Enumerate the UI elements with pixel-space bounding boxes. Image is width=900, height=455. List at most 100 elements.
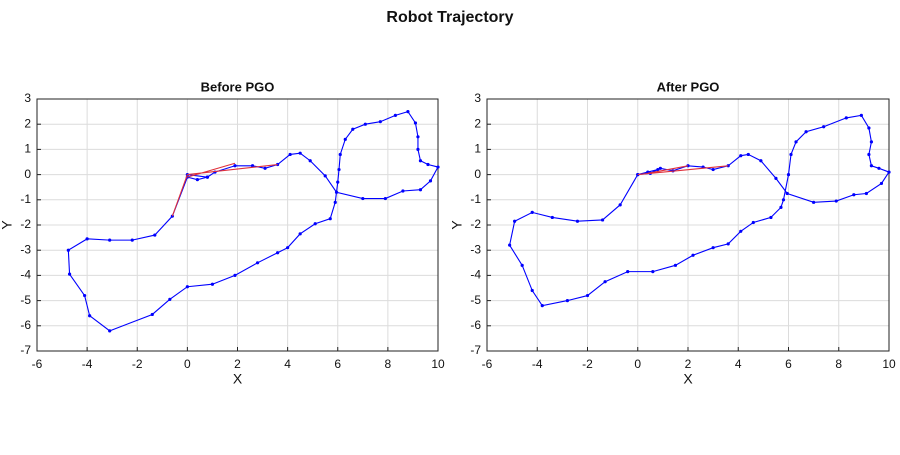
trajectory-marker (626, 270, 630, 274)
trajectory-marker (185, 285, 189, 289)
trajectory-marker (877, 166, 881, 170)
x-tick-label: 6 (334, 357, 341, 371)
trajectory-marker (108, 329, 112, 333)
trajectory-marker (781, 198, 786, 202)
trajectory-marker (337, 167, 341, 172)
trajectory-marker (785, 191, 789, 196)
y-tick-label: -4 (20, 268, 31, 282)
trajectory-marker (859, 113, 863, 117)
x-tick-label: 2 (234, 357, 241, 371)
y-tick-label: -3 (20, 242, 31, 256)
trajectory-marker (513, 219, 517, 223)
trajectory-marker (852, 193, 856, 197)
figure-title: Robot Trajectory (386, 9, 513, 26)
trajectory-marker (333, 200, 337, 204)
trajectory-marker (255, 261, 260, 265)
trajectory-marker (426, 162, 430, 167)
y-tick-label: 3 (24, 91, 31, 105)
x-tick-label: 4 (284, 357, 291, 371)
y-tick-label: -1 (470, 192, 481, 206)
axes-frame (36, 98, 439, 352)
trajectory-line (171, 162, 278, 217)
trajectory-marker (336, 180, 340, 184)
x-tick-label: -2 (132, 357, 143, 371)
x-tick-label: 6 (785, 357, 792, 371)
trajectory-marker (383, 196, 387, 201)
trajectory-marker (804, 130, 808, 134)
x-tick-label: -6 (482, 357, 493, 371)
x-tick-label: -4 (532, 357, 543, 371)
trajectory-marker (565, 299, 570, 303)
y-axis-label: Y (0, 220, 15, 230)
x-axis-label: X (233, 371, 243, 387)
trajectory-marker (530, 210, 534, 214)
trajectory-marker (328, 217, 332, 221)
y-axis-label: Y (449, 220, 465, 230)
trajectory-marker (779, 205, 783, 209)
trajectory-marker (195, 178, 199, 182)
y-tick-label: -1 (20, 192, 31, 206)
trajectory-marker (822, 125, 826, 129)
trajectory-marker (67, 272, 72, 276)
trajectory-marker (774, 176, 778, 180)
trajectory-marker (530, 288, 534, 293)
trajectory-marker (343, 137, 347, 141)
trajectory-marker (834, 199, 838, 203)
trajectory-marker (108, 238, 112, 242)
x-tick-label: 4 (735, 357, 742, 371)
trajectory-marker (323, 174, 327, 178)
trajectory-marker (794, 140, 798, 144)
x-tick-label: 10 (882, 357, 896, 371)
trajectory-line (637, 165, 729, 176)
trajectory-marker (351, 127, 355, 131)
trajectory-marker (338, 152, 342, 157)
trajectory-marker (428, 179, 433, 183)
trajectory-marker (603, 280, 607, 284)
trajectory-marker (739, 154, 743, 158)
trajectory-marker (789, 152, 793, 157)
trajectory-marker (739, 229, 743, 233)
y-tick-label: -6 (20, 318, 31, 332)
y-tick-label: 3 (474, 91, 481, 105)
trajectory-marker (656, 167, 660, 172)
trajectory-marker (210, 282, 215, 286)
x-tick-label: 0 (634, 357, 641, 371)
x-tick-label: 8 (385, 357, 392, 371)
trajectory-marker (691, 253, 695, 257)
trajectory-marker (263, 166, 267, 170)
trajectory-marker (575, 219, 580, 223)
trajectory-marker (600, 218, 605, 222)
y-tick-label: 2 (24, 116, 31, 130)
trajectory-marker (418, 159, 423, 163)
y-tick-label: -3 (470, 242, 481, 256)
trajectory-marker (276, 251, 280, 255)
y-tick-label: -7 (470, 343, 481, 357)
y-tick-label: -2 (20, 217, 31, 231)
trajectory-marker (413, 121, 418, 125)
trajectory-marker (85, 237, 89, 241)
trajectory-marker (276, 162, 280, 167)
trajectory-marker (406, 110, 410, 114)
trajectory-marker (393, 113, 397, 117)
trajectory-marker (887, 170, 891, 174)
x-axis-label: X (683, 371, 693, 387)
y-tick-label: -6 (470, 318, 481, 332)
x-tick-label: 2 (685, 357, 692, 371)
trajectory-marker (378, 120, 382, 124)
trajectory-marker (436, 165, 440, 169)
trajectory-marker (233, 273, 237, 277)
trajectory-marker (651, 270, 655, 274)
trajectory-marker (751, 220, 755, 225)
trajectory-marker (168, 297, 172, 301)
trajectory-marker (520, 263, 524, 267)
trajectory-marker (66, 248, 70, 252)
y-tick-label: -5 (20, 293, 31, 307)
trajectory-marker (286, 246, 290, 250)
y-tick-label: 2 (474, 116, 481, 130)
trajectory-marker (864, 191, 868, 196)
trajectory-marker (658, 166, 662, 170)
axes-frame (486, 98, 890, 352)
trajectory-marker (585, 293, 590, 298)
